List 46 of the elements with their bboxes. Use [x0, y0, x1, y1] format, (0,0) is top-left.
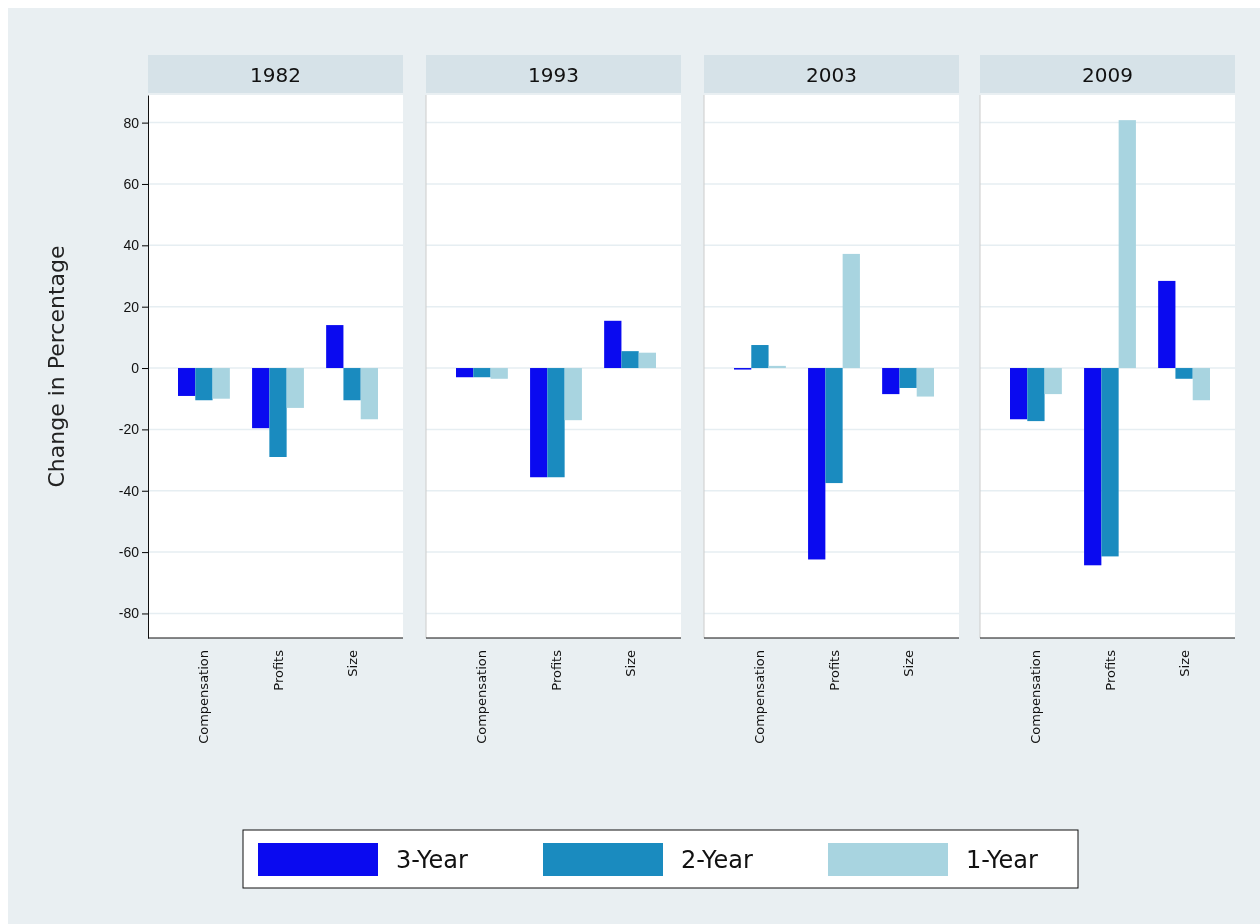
y-tick-label: -40	[118, 482, 140, 499]
x-tick-label: Size	[900, 650, 916, 677]
y-tick-label: 40	[123, 237, 140, 254]
bar	[842, 253, 860, 369]
x-tick-label: Compensation	[1028, 650, 1044, 744]
y-tick-label: 0	[131, 360, 140, 377]
bar	[916, 368, 934, 397]
bar	[825, 368, 843, 484]
y-tick-label: 80	[123, 114, 140, 131]
x-tick-label: Compensation	[752, 650, 768, 744]
bar	[547, 368, 565, 478]
x-tick-label: Profits	[270, 649, 286, 691]
y-tick-label: -20	[118, 421, 140, 438]
bar	[473, 368, 491, 378]
bar	[604, 320, 622, 369]
bar	[751, 345, 769, 369]
legend-label: 2-Year	[681, 846, 754, 875]
x-tick-label: Compensation	[474, 650, 490, 744]
x-tick-label: Profits	[826, 649, 842, 691]
x-tick-label: Size	[1176, 650, 1192, 677]
bar	[882, 368, 900, 395]
bar	[530, 368, 548, 478]
chart-title: 2003	[806, 63, 857, 87]
y-tick-label: 20	[123, 298, 140, 315]
x-tick-label: Size	[622, 650, 638, 677]
bar	[638, 352, 656, 369]
chart-title: 1982	[250, 63, 301, 87]
bar	[768, 365, 786, 369]
x-tick-label: Compensation	[196, 650, 212, 744]
y-tick-label: 60	[123, 175, 140, 192]
y-tick-label: -80	[118, 605, 140, 622]
x-tick-label: Profits	[1102, 649, 1118, 691]
bar	[564, 368, 582, 421]
y-axis-title: Change in Percentage	[43, 245, 69, 488]
legend-label: 3-Year	[396, 846, 469, 875]
bar	[808, 368, 826, 560]
bar	[456, 368, 474, 378]
bar	[490, 368, 508, 379]
y-tick-label: -60	[118, 544, 140, 561]
bar	[899, 368, 917, 388]
chart-title: 2009	[1082, 63, 1133, 87]
x-tick-label: Profits	[548, 649, 564, 691]
chart-title: 1993	[528, 63, 579, 87]
x-tick-label: Size	[344, 650, 360, 677]
bar	[621, 351, 639, 369]
legend-label: 1-Year	[966, 846, 1039, 875]
